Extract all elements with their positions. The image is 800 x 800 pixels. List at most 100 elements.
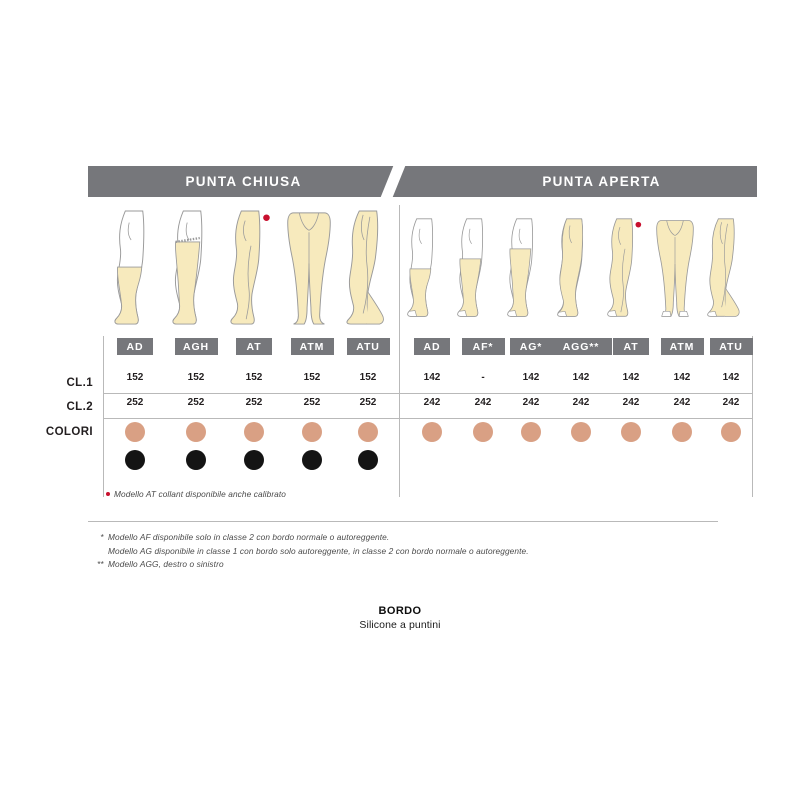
illustration-knee-high-open-toe — [400, 205, 450, 331]
model-pill-AGH[interactable]: AGH — [174, 338, 218, 355]
model-pill-AGGstarstar[interactable]: AGG** — [550, 338, 612, 355]
color-dot-skin — [244, 422, 264, 442]
notes-separator-rule — [88, 521, 718, 522]
table-rule-2 — [103, 418, 752, 419]
cl1-value-ATM: 142 — [673, 372, 691, 383]
model-pill-AD[interactable]: AD — [117, 338, 153, 355]
color-dot-black — [302, 450, 322, 470]
footnote-marker: * — [100, 532, 104, 542]
section-divider-vertical — [399, 205, 400, 497]
bordo-title: BORDO — [378, 605, 422, 617]
cl2-value-AD: 252 — [126, 397, 144, 408]
illustration-below-knee-open-toe — [450, 205, 500, 331]
bordo-subtitle: Silicone a puntini — [359, 619, 441, 631]
footnote-list: * Modello AF disponibile solo in classe 2… — [92, 531, 752, 572]
model-pill-AT[interactable]: AT — [613, 338, 649, 355]
row-label-cl2: CL.2 — [66, 401, 93, 413]
cl2-value-AGstar: 242 — [522, 397, 540, 408]
row-label-cl1: CL.1 — [66, 377, 93, 389]
illustration-unisex-tights-open-toe — [700, 205, 750, 331]
illustration-tights-closed-toe — [222, 205, 280, 331]
illustration-single-leg-panty-open-toe — [550, 205, 600, 331]
footnote-marker: ** — [97, 559, 104, 569]
illustration-thigh-high-band-closed-toe — [164, 205, 222, 331]
illustration-strip — [88, 205, 757, 331]
specification-table: CL.1 CL.2 COLORI AD AGH AT ATM ATU AD AF* AG* AG… — [0, 336, 800, 501]
model-pill-AT[interactable]: AT — [236, 338, 272, 355]
cl1-value-ATU: 152 — [359, 372, 377, 383]
color-dot-skin — [571, 422, 591, 442]
footnote-line: Modello AG disponibile in classe 1 con b… — [92, 545, 752, 559]
illustration-maternity-tights-open-toe — [650, 205, 700, 331]
model-pill-ATM[interactable]: ATM — [660, 338, 704, 355]
header-punta-aperta: PUNTA APERTA — [446, 166, 757, 197]
section-header-bar: PUNTA CHIUSA PUNTA APERTA — [88, 166, 757, 197]
color-dot-skin — [125, 422, 145, 442]
illustration-group-punta-aperta — [400, 205, 750, 331]
cl1-value-AFstar: - — [481, 372, 485, 383]
model-name-row: AD AGH AT ATM ATU AD AF* AG* AGG** AT ATM ATU — [0, 338, 800, 356]
footnote-text: Modello AG disponibile in classe 1 con b… — [108, 545, 529, 556]
cl2-value-row: 252 252 252 252 252 242 242 242 242 242 242 242 — [0, 397, 800, 419]
model-pill-ATU[interactable]: ATU — [346, 338, 390, 355]
illustration-maternity-tights-closed-toe — [280, 205, 338, 331]
color-dot-black — [244, 450, 264, 470]
cl1-value-AGGstarstar: 142 — [572, 372, 590, 383]
cl2-value-AD: 242 — [423, 397, 441, 408]
bordo-caption: BORDO Silicone a puntini — [0, 605, 800, 631]
note-calibrato: Modello AT collant disponibile anche cal… — [106, 489, 286, 499]
red-bullet-icon — [106, 491, 110, 496]
cl1-value-AD: 142 — [423, 372, 441, 383]
cl1-value-AD: 152 — [126, 372, 144, 383]
color-dot-black — [186, 450, 206, 470]
table-left-border — [103, 336, 104, 497]
table-right-border — [752, 336, 753, 497]
footnote-line: ** Modello AGG, destro o sinistro — [92, 558, 752, 572]
cl2-value-ATU: 242 — [722, 397, 740, 408]
model-pill-ATM[interactable]: ATM — [290, 338, 334, 355]
cl2-value-AGGstarstar: 242 — [572, 397, 590, 408]
illustration-thigh-high-open-toe — [500, 205, 550, 331]
cl2-value-ATM: 252 — [303, 397, 321, 408]
cl2-value-AFstar: 242 — [474, 397, 492, 408]
cl2-value-AGH: 252 — [187, 397, 205, 408]
color-dot-skin — [473, 422, 493, 442]
header-title-left: PUNTA CHIUSA — [185, 174, 302, 189]
cl1-value-ATM: 152 — [303, 372, 321, 383]
footnote-text: Modello AGG, destro o sinistro — [108, 559, 224, 569]
color-dot-skin — [521, 422, 541, 442]
illustration-group-punta-chiusa — [106, 205, 396, 331]
cl1-value-AT: 152 — [245, 372, 263, 383]
cl1-value-AT: 142 — [622, 372, 640, 383]
footnote-text: Modello AF disponibile solo in classe 2 … — [108, 532, 390, 542]
illustration-knee-high-closed-toe — [106, 205, 164, 331]
model-pill-ATU[interactable]: ATU — [709, 338, 753, 355]
color-dot-skin — [358, 422, 378, 442]
color-dot-skin — [672, 422, 692, 442]
cl2-value-ATU: 252 — [359, 397, 377, 408]
cl1-value-AGH: 152 — [187, 372, 205, 383]
model-pill-AFstar[interactable]: AF* — [461, 338, 505, 355]
color-dot-black — [358, 450, 378, 470]
header-title-right: PUNTA APERTA — [542, 174, 661, 189]
cl2-value-ATM: 242 — [673, 397, 691, 408]
cl1-value-AGstar: 142 — [522, 372, 540, 383]
model-pill-AGstar[interactable]: AG* — [509, 338, 553, 355]
table-rule-1 — [103, 393, 752, 394]
illustration-tights-open-toe — [600, 205, 650, 331]
cl1-value-ATU: 142 — [722, 372, 740, 383]
color-dot-skin — [302, 422, 322, 442]
color-dot-black — [125, 450, 145, 470]
footnote-line: * Modello AF disponibile solo in classe 2… — [92, 531, 752, 545]
color-dot-skin — [186, 422, 206, 442]
color-dot-skin — [621, 422, 641, 442]
cl2-value-AT: 252 — [245, 397, 263, 408]
cl2-value-AT: 242 — [622, 397, 640, 408]
model-pill-AD[interactable]: AD — [414, 338, 450, 355]
row-label-colori: COLORI — [45, 426, 93, 438]
cl1-value-row: 152 152 152 152 152 142 - 142 142 142 142 142 — [0, 372, 800, 394]
illustration-unisex-tights-closed-toe — [338, 205, 396, 331]
color-dot-skin — [721, 422, 741, 442]
color-dot-skin — [422, 422, 442, 442]
